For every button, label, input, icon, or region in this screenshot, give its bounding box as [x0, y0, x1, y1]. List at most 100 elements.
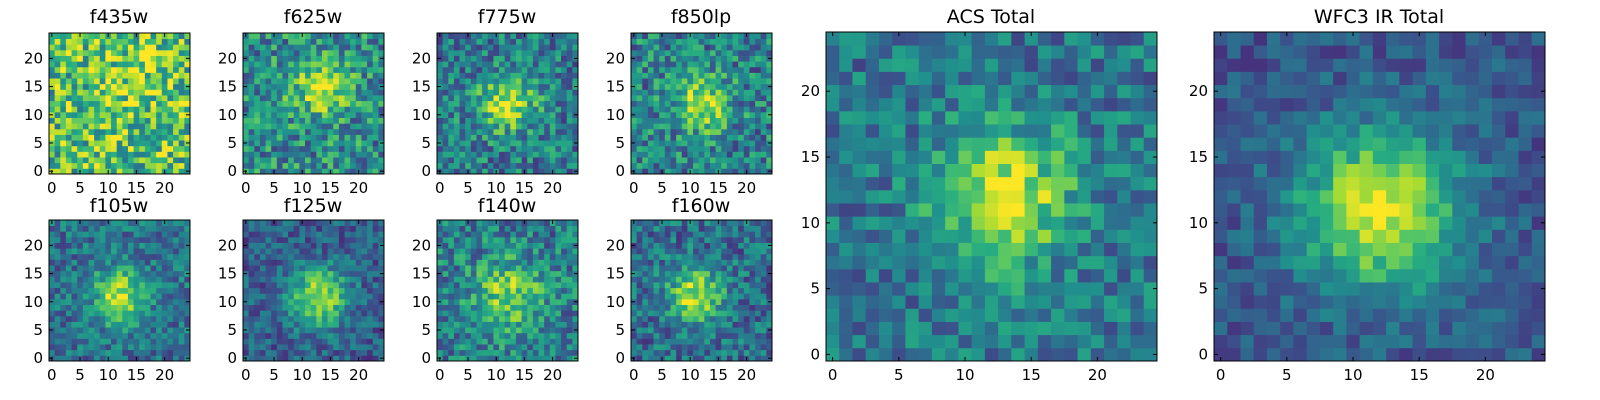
heatmap-cell [465, 242, 472, 249]
heatmap-cell [338, 72, 345, 79]
heatmap-cell [743, 276, 750, 283]
heatmap-cell [122, 248, 129, 255]
heatmap-cell [453, 111, 460, 118]
heatmap-cell [333, 304, 340, 311]
heatmap-cell [77, 315, 84, 322]
heatmap-cell [493, 140, 500, 147]
heatmap-cell [676, 140, 683, 147]
heatmap-cell [150, 225, 157, 232]
heatmap-cell [555, 83, 562, 90]
heatmap-cell [94, 242, 101, 249]
heatmap-cell [305, 248, 312, 255]
heatmap-cell [715, 95, 722, 102]
heatmap-cell [631, 106, 638, 113]
heatmap-cell [94, 220, 101, 227]
heatmap-cell [510, 44, 517, 51]
heatmap-cell [715, 276, 722, 283]
heatmap-cell [71, 276, 78, 283]
heatmap-cell [293, 259, 300, 266]
heatmap-cell [442, 349, 449, 356]
heatmap-cell [715, 100, 722, 107]
heatmap-cell [743, 321, 750, 328]
y-tick-label: 20 [218, 49, 237, 67]
heatmap-cell [161, 134, 168, 141]
heatmap-cell [178, 38, 185, 45]
heatmap-cell [259, 321, 266, 328]
heatmap-cell [355, 287, 362, 294]
heatmap-cell [555, 304, 562, 311]
heatmap-cell [515, 33, 522, 40]
heatmap-cell [293, 72, 300, 79]
heatmap-cell [150, 282, 157, 289]
heatmap-cell [572, 44, 579, 51]
heatmap-cell [265, 282, 272, 289]
heatmap-cell [161, 111, 168, 118]
heatmap-cell [647, 344, 654, 351]
heatmap-cell [681, 298, 688, 305]
heatmap-cell [566, 355, 573, 362]
heatmap-cell [510, 282, 517, 289]
heatmap-cell [271, 134, 278, 141]
heatmap-cell [515, 106, 522, 113]
heatmap-cell [60, 276, 67, 283]
heatmap-cell [82, 338, 89, 345]
heatmap-cell [88, 282, 95, 289]
heatmap-cell [54, 355, 61, 362]
heatmap-cell [459, 168, 466, 175]
heatmap-cell [476, 349, 483, 356]
heatmap-cell [60, 298, 67, 305]
heatmap-cell [504, 128, 511, 135]
heatmap-cell [282, 49, 289, 56]
heatmap-cell [173, 162, 180, 169]
heatmap-cell [521, 117, 528, 124]
heatmap-cell [144, 315, 151, 322]
heatmap-cell [561, 310, 568, 317]
heatmap-cell [532, 332, 539, 339]
heatmap-cell [566, 111, 573, 118]
heatmap-cell [709, 145, 716, 152]
heatmap-cell [173, 83, 180, 90]
heatmap-cell [139, 220, 146, 227]
heatmap-cell [709, 123, 716, 130]
heatmap-cell [333, 242, 340, 249]
heatmap-cell [94, 55, 101, 62]
heatmap-cell [465, 100, 472, 107]
heatmap-cell [538, 220, 545, 227]
heatmap-cell [60, 111, 67, 118]
heatmap-cell [265, 304, 272, 311]
heatmap-cell [288, 95, 295, 102]
heatmap-cell [350, 270, 357, 277]
heatmap-cell [659, 327, 666, 334]
heatmap-cell [527, 49, 534, 56]
heatmap-cell [693, 157, 700, 164]
heatmap-cell [293, 134, 300, 141]
heatmap-cell [732, 111, 739, 118]
heatmap-cell [150, 248, 157, 255]
heatmap-cell [676, 162, 683, 169]
heatmap-cell [470, 66, 477, 73]
heatmap-cell [338, 349, 345, 356]
heatmap-cell [184, 265, 191, 272]
heatmap-cell [642, 38, 649, 45]
heatmap-cell [659, 78, 666, 85]
heatmap-cell [167, 310, 174, 317]
heatmap-cell [721, 287, 728, 294]
heatmap-cell [82, 38, 89, 45]
heatmap-cell [173, 123, 180, 130]
heatmap-cell [116, 117, 123, 124]
heatmap-cell [88, 157, 95, 164]
heatmap-cell [544, 72, 551, 79]
heatmap-cell [321, 55, 328, 62]
heatmap-cell [361, 315, 368, 322]
heatmap-cell [681, 78, 688, 85]
heatmap-cell [344, 298, 351, 305]
heatmap-cell [738, 327, 745, 334]
heatmap-cell [442, 111, 449, 118]
heatmap-cell [670, 83, 677, 90]
heatmap-cell [532, 140, 539, 147]
heatmap-cell [265, 321, 272, 328]
heatmap-cell [316, 315, 323, 322]
heatmap-cell [65, 242, 72, 249]
heatmap-cell [437, 253, 444, 260]
